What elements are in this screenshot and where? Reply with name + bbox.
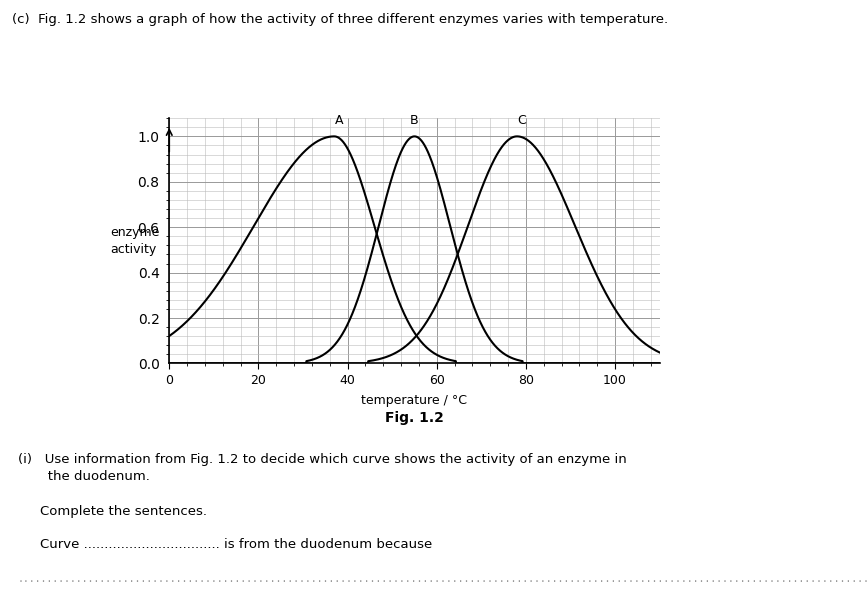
Text: C: C xyxy=(517,114,526,127)
Text: the duodenum.: the duodenum. xyxy=(18,470,150,483)
Text: (c)  Fig. 1.2 shows a graph of how the activity of three different enzymes varie: (c) Fig. 1.2 shows a graph of how the ac… xyxy=(12,13,668,26)
Text: B: B xyxy=(411,114,418,127)
Text: (i)   Use information from Fig. 1.2 to decide which curve shows the activity of : (i) Use information from Fig. 1.2 to dec… xyxy=(18,453,627,466)
X-axis label: temperature / °C: temperature / °C xyxy=(361,394,468,407)
Text: Complete the sentences.: Complete the sentences. xyxy=(40,505,207,518)
Text: Fig. 1.2: Fig. 1.2 xyxy=(385,411,444,426)
Text: enzyme
activity: enzyme activity xyxy=(110,226,159,256)
Text: ................................................................................: ........................................… xyxy=(18,574,868,584)
Text: A: A xyxy=(334,114,343,127)
Text: Curve ................................. is from the duodenum because: Curve ................................. … xyxy=(40,538,432,551)
